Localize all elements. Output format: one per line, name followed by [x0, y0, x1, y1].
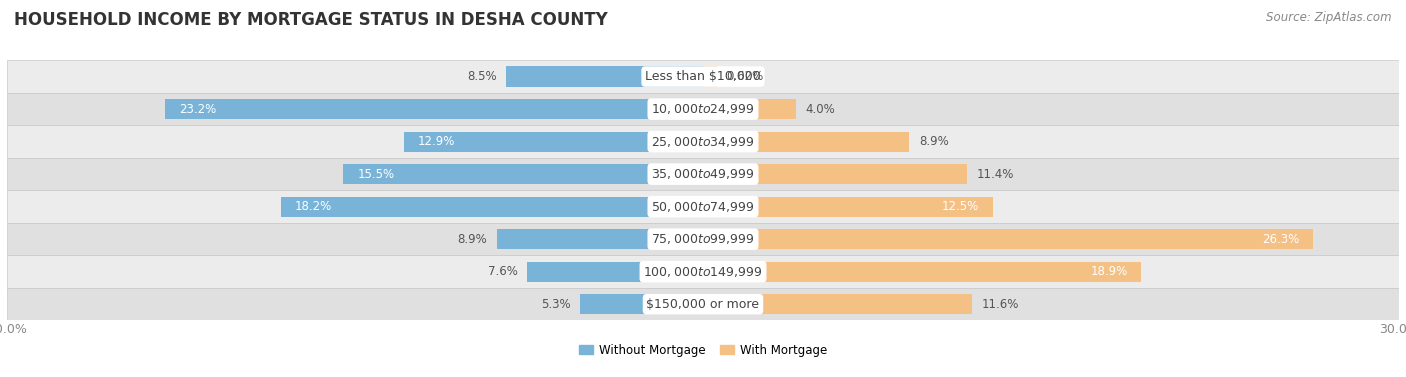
Text: 11.6%: 11.6%: [981, 298, 1019, 311]
Text: 15.5%: 15.5%: [357, 168, 395, 181]
Text: $35,000 to $49,999: $35,000 to $49,999: [651, 167, 755, 181]
Text: $100,000 to $149,999: $100,000 to $149,999: [644, 265, 762, 279]
Bar: [703, 132, 910, 152]
Text: 23.2%: 23.2%: [179, 103, 217, 116]
Text: 26.3%: 26.3%: [1263, 233, 1299, 246]
Text: 0.62%: 0.62%: [727, 70, 763, 83]
Bar: [281, 196, 703, 217]
Bar: [165, 99, 703, 119]
Bar: [7, 93, 1399, 125]
Bar: [703, 99, 796, 119]
Text: 18.2%: 18.2%: [295, 200, 332, 213]
Text: Source: ZipAtlas.com: Source: ZipAtlas.com: [1267, 11, 1392, 24]
Text: $25,000 to $34,999: $25,000 to $34,999: [651, 135, 755, 149]
Text: 4.0%: 4.0%: [806, 103, 835, 116]
Text: 12.5%: 12.5%: [942, 200, 979, 213]
Bar: [7, 125, 1399, 158]
Text: Less than $10,000: Less than $10,000: [645, 70, 761, 83]
Bar: [527, 262, 703, 282]
Bar: [703, 262, 1142, 282]
Bar: [496, 229, 703, 249]
Bar: [703, 229, 1313, 249]
Bar: [7, 256, 1399, 288]
Text: 5.3%: 5.3%: [541, 298, 571, 311]
Bar: [506, 66, 703, 87]
Bar: [404, 132, 703, 152]
Bar: [581, 294, 703, 314]
Text: HOUSEHOLD INCOME BY MORTGAGE STATUS IN DESHA COUNTY: HOUSEHOLD INCOME BY MORTGAGE STATUS IN D…: [14, 11, 607, 29]
Text: $75,000 to $99,999: $75,000 to $99,999: [651, 232, 755, 246]
Text: 11.4%: 11.4%: [977, 168, 1014, 181]
Text: $150,000 or more: $150,000 or more: [647, 298, 759, 311]
Bar: [7, 223, 1399, 256]
Text: 7.6%: 7.6%: [488, 265, 517, 278]
Text: $50,000 to $74,999: $50,000 to $74,999: [651, 200, 755, 214]
Bar: [703, 66, 717, 87]
Bar: [703, 196, 993, 217]
Bar: [7, 60, 1399, 93]
Bar: [343, 164, 703, 184]
Text: 8.9%: 8.9%: [457, 233, 488, 246]
Bar: [703, 294, 972, 314]
Bar: [703, 164, 967, 184]
Bar: [7, 158, 1399, 190]
Text: 12.9%: 12.9%: [418, 135, 456, 148]
Text: $10,000 to $24,999: $10,000 to $24,999: [651, 102, 755, 116]
Text: 18.9%: 18.9%: [1090, 265, 1128, 278]
Text: 8.9%: 8.9%: [918, 135, 949, 148]
Legend: Without Mortgage, With Mortgage: Without Mortgage, With Mortgage: [574, 339, 832, 362]
Text: 8.5%: 8.5%: [467, 70, 496, 83]
Bar: [7, 288, 1399, 320]
Bar: [7, 190, 1399, 223]
